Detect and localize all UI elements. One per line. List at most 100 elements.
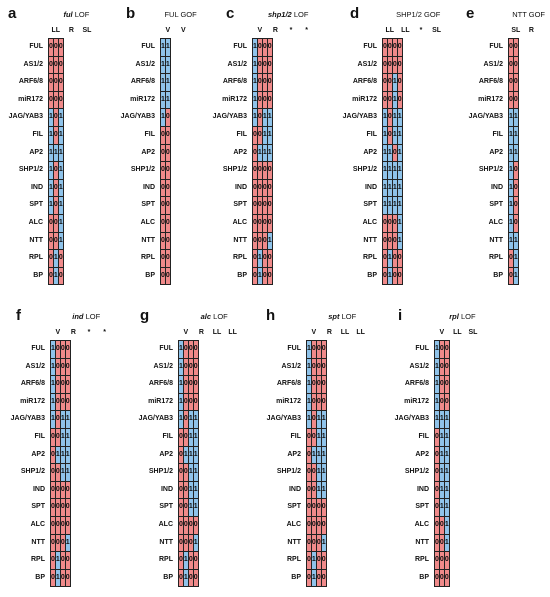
gene-label: IND xyxy=(30,183,43,191)
state-cell: 1 xyxy=(508,213,514,233)
state-cell: 0 xyxy=(256,161,263,180)
panel-letter: a xyxy=(8,5,17,22)
state-cell: 0 xyxy=(64,568,71,588)
state-cell: 0 xyxy=(434,551,440,570)
state-cell: 0 xyxy=(256,178,263,198)
state-cell: 0 xyxy=(64,551,71,570)
state-cell: 0 xyxy=(164,266,171,286)
state-cell: 0 xyxy=(192,375,199,394)
state-cell: 0 xyxy=(396,38,403,57)
state-cell: 0 xyxy=(182,480,189,500)
state-cell: 1 xyxy=(382,143,388,163)
state-cell: 0 xyxy=(182,515,189,535)
state-cell: 0 xyxy=(261,38,268,57)
state-cell: 0 xyxy=(164,125,171,145)
state-cell: 1 xyxy=(54,568,61,588)
state-cell: 0 xyxy=(386,108,393,127)
state-cell: 0 xyxy=(48,73,54,92)
state-cell: 0 xyxy=(306,463,312,482)
state-cell: 0 xyxy=(310,357,317,377)
state-cell: 0 xyxy=(266,178,273,198)
state-cell: 0 xyxy=(508,266,514,286)
state-cell: 1 xyxy=(187,427,194,447)
column-header: SL xyxy=(82,27,92,34)
state-cell: 1 xyxy=(443,480,450,500)
state-cell: 0 xyxy=(48,249,54,268)
gene-label: ARF6/8 xyxy=(20,380,45,388)
panel-letter: c xyxy=(226,5,235,22)
state-cell: 0 xyxy=(386,38,393,57)
state-cell: 0 xyxy=(261,161,268,180)
gene-label: RPL xyxy=(363,254,377,262)
state-cell: 0 xyxy=(443,551,450,570)
state-cell: 0 xyxy=(310,340,317,359)
column-header: SL xyxy=(468,329,478,336)
gene-label: IND xyxy=(160,485,173,493)
state-cell: 0 xyxy=(310,480,317,500)
state-cell: 1 xyxy=(310,551,317,570)
state-cell: 0 xyxy=(386,231,393,251)
gene-label: FIL xyxy=(236,131,248,138)
state-cell: 1 xyxy=(443,498,450,517)
state-cell: 0 xyxy=(182,392,189,412)
gene-label: BP xyxy=(367,271,377,279)
state-cell: 0 xyxy=(266,249,273,268)
state-cell: 1 xyxy=(252,73,258,92)
state-cell: 1 xyxy=(512,231,519,251)
gene-label: BP xyxy=(163,573,173,581)
gene-label: RPL xyxy=(415,556,429,564)
state-cell: 0 xyxy=(48,231,54,251)
state-cell: 1 xyxy=(315,410,322,429)
panel-title-gene: alc xyxy=(200,312,212,321)
state-cell: 0 xyxy=(315,515,322,535)
state-cell: 1 xyxy=(50,340,56,359)
state-cell: 1 xyxy=(50,392,56,412)
column-header: LL xyxy=(385,27,395,34)
state-cell: 0 xyxy=(187,392,194,412)
state-cell: 1 xyxy=(315,427,322,447)
gene-label: AS1/2 xyxy=(483,60,503,68)
gene-label: ARF6/8 xyxy=(18,78,43,86)
state-cell: 1 xyxy=(434,375,440,394)
state-cell: 1 xyxy=(261,125,268,145)
state-cell: 0 xyxy=(438,392,445,412)
state-cell: 0 xyxy=(261,266,268,286)
gene-label: SHP1/2 xyxy=(352,166,377,174)
state-cell: 0 xyxy=(178,498,184,517)
state-cell: 0 xyxy=(320,568,327,588)
state-cell: 1 xyxy=(434,392,440,412)
column-header: V xyxy=(165,27,171,34)
gene-label: miR172 xyxy=(478,95,503,103)
state-cell: 1 xyxy=(252,38,258,57)
state-cell: 1 xyxy=(187,498,194,517)
state-cell: 0 xyxy=(512,90,519,110)
state-cell: 0 xyxy=(443,392,450,412)
state-cell: 1 xyxy=(256,266,263,286)
state-cell: 0 xyxy=(434,515,440,535)
state-cell: 1 xyxy=(315,445,322,465)
gene-label: NTT xyxy=(159,538,173,546)
state-cell: 1 xyxy=(266,108,273,127)
state-cell: 1 xyxy=(261,108,268,127)
gene-label: AS1/2 xyxy=(135,60,155,68)
state-cell: 1 xyxy=(508,231,514,251)
state-cell: 1 xyxy=(391,178,398,198)
column-header: * xyxy=(289,27,293,34)
gene-label: JAG/YAB3 xyxy=(394,415,429,423)
